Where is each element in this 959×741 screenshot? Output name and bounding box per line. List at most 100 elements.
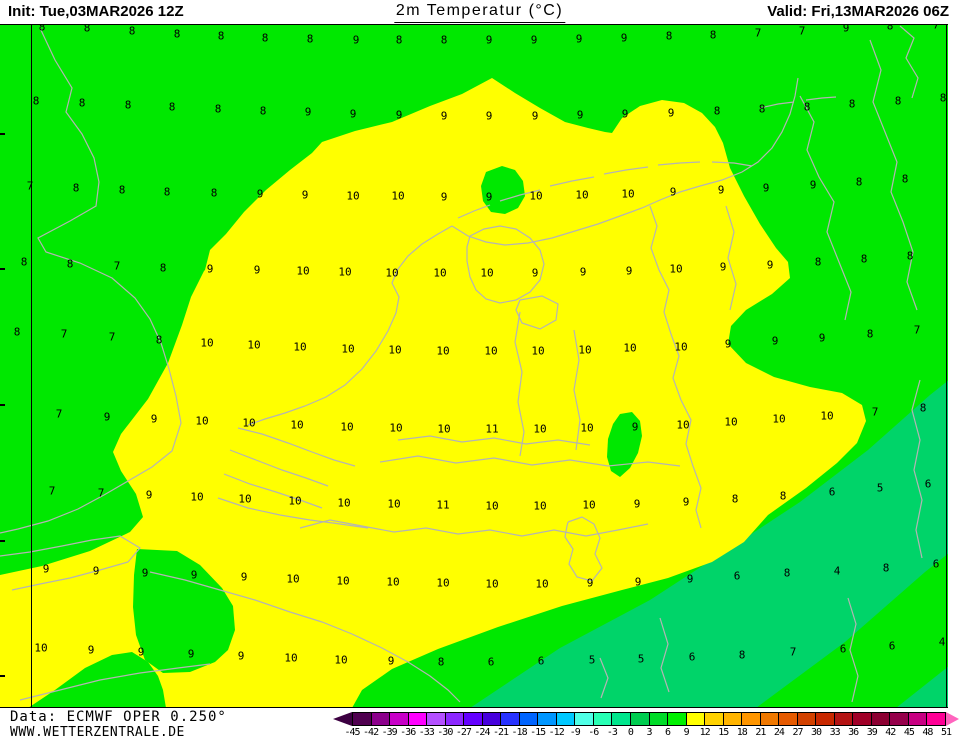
border-line — [451, 77, 799, 246]
temperature-value: 8 — [78, 96, 86, 110]
temperature-value: 10 — [293, 340, 307, 354]
region-bottom-green-strip — [28, 652, 166, 708]
border-line — [573, 329, 581, 451]
colorbar-segment — [907, 712, 928, 726]
temperature-value: 10 — [34, 641, 48, 655]
frame-tick — [0, 268, 5, 270]
colorbar-segment — [370, 712, 391, 726]
colorbar-tick-label: 21 — [755, 727, 766, 738]
map-canvas: 8 8 8 8 8 8 8 9 8 8 9 9 9 9 8 8 7 7 9 8 7 8 8 8 8 8 8 9 9 9 9 9 9 9 9 9 8 8 8 8… — [0, 24, 948, 708]
temperature-value: 7 — [932, 24, 940, 32]
temperature-value: 10 — [346, 189, 360, 203]
temperature-value: 6 — [924, 477, 932, 491]
temperature-value: 10 — [337, 496, 351, 510]
temperature-value: 9 — [686, 572, 694, 586]
temperature-value: 8 — [440, 33, 448, 47]
temperature-value: 6 — [688, 650, 696, 664]
border-line — [217, 497, 369, 529]
colorbar-segment — [889, 712, 909, 726]
temperature-value: 10 — [621, 187, 635, 201]
temperature-value: 9 — [575, 32, 583, 46]
border-line — [466, 225, 545, 304]
temperature-value: 8 — [83, 24, 91, 35]
temperature-value: 8 — [38, 24, 46, 34]
map-frame-top — [0, 24, 948, 25]
colorbar-tick-label: -9 — [569, 727, 581, 738]
colorbar-tick-label: 18 — [736, 727, 748, 738]
colorbar-segment — [426, 712, 446, 726]
temperature-value: 10 — [772, 412, 786, 426]
temperature-value: 9 — [349, 107, 357, 121]
temperature-value: 9 — [387, 654, 395, 668]
colorbar-tick-label: 27 — [792, 727, 803, 738]
border-line — [229, 449, 329, 487]
temperature-value: 9 — [682, 495, 690, 509]
temperature-value: 6 — [828, 485, 836, 499]
region-se-band-mid-2 — [896, 666, 948, 708]
temperature-value: 9 — [485, 33, 493, 47]
region-south-green-blob — [133, 549, 235, 673]
temperature-value: 8 — [866, 327, 874, 341]
colorbar-segment — [741, 712, 761, 726]
border-line — [237, 427, 356, 467]
border-line — [649, 205, 702, 529]
temperature-value: 9 — [92, 564, 100, 578]
colorbar-segment — [481, 712, 502, 726]
temperature-value: 10 — [290, 418, 304, 432]
temperature-value: 10 — [288, 494, 302, 508]
temperature-value: 10 — [385, 266, 399, 280]
temperature-value: 8 — [395, 33, 403, 47]
colorbar-tick-label: 48 — [922, 727, 933, 738]
border-line — [657, 161, 701, 166]
temperature-value: 4 — [833, 564, 841, 578]
border-line — [564, 516, 603, 582]
border-line — [299, 519, 649, 537]
temperature-value: 9 — [256, 187, 264, 201]
temperature-value: 8 — [713, 104, 721, 118]
temperature-value: 7 — [97, 486, 105, 500]
colorbar-segment — [667, 712, 687, 726]
valid-label: Valid: Fri,13MAR2026 06Z — [767, 3, 949, 20]
map-regions-svg — [0, 25, 948, 708]
temperature-value: 10 — [247, 338, 261, 352]
temperature-value: 11 — [485, 422, 499, 436]
temperature-value: 10 — [623, 341, 637, 355]
temperature-value: 10 — [387, 497, 401, 511]
border-line — [659, 617, 670, 693]
border-line — [711, 161, 753, 167]
colorbar-segment — [463, 712, 483, 726]
temperature-value: 9 — [621, 107, 629, 121]
temperature-value: 10 — [296, 264, 310, 278]
temperature-value: 7 — [913, 323, 921, 337]
temperature-value: 9 — [631, 420, 639, 434]
temperature-value: 7 — [113, 259, 121, 273]
temperature-value: 10 — [334, 653, 348, 667]
colorbar-tick-label: 33 — [829, 727, 841, 738]
temperature-value: 8 — [20, 255, 28, 269]
temperature-value: 10 — [676, 418, 690, 432]
border-line — [149, 571, 461, 703]
temperature-value: 7 — [789, 645, 797, 659]
temperature-value: 9 — [576, 108, 584, 122]
temperature-value: 6 — [932, 557, 940, 571]
temperature-value: 7 — [48, 484, 56, 498]
init-label: Init: Tue,03MAR2026 12Z — [8, 3, 184, 20]
colorbar-segment — [352, 712, 372, 726]
temperature-value: 10 — [820, 409, 834, 423]
temperature-value: 8 — [163, 185, 171, 199]
frame-tick — [0, 540, 5, 542]
temperature-value: 10 — [190, 490, 204, 504]
colorbar-segment — [778, 712, 798, 726]
temperature-value: 8 — [919, 401, 927, 415]
colorbar-segment — [722, 712, 743, 726]
temperature-value: 9 — [669, 185, 677, 199]
temperature-value: 8 — [159, 261, 167, 275]
temperature-value: 9 — [150, 412, 158, 426]
temperature-value: 9 — [717, 183, 725, 197]
temperature-value: 8 — [709, 28, 717, 42]
temperature-value: 10 — [338, 265, 352, 279]
temperature-value: 5 — [588, 653, 596, 667]
temperature-value: 8 — [855, 175, 863, 189]
temperature-value: 10 — [433, 266, 447, 280]
temperature-value: 8 — [860, 252, 868, 266]
